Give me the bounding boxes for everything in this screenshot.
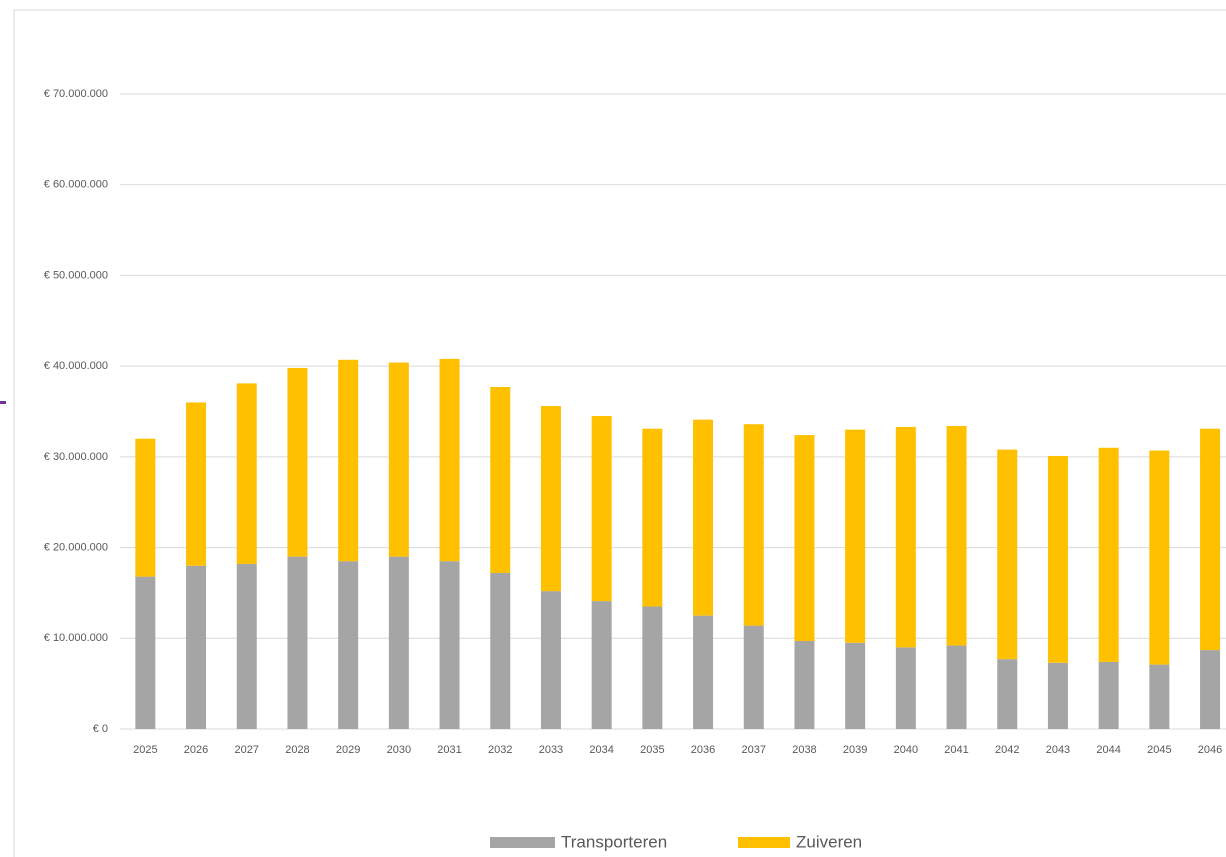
bar-segment bbox=[287, 367, 308, 557]
y-tick-label: € 10.000.000 bbox=[44, 632, 108, 644]
x-tick-label: 2027 bbox=[235, 744, 259, 756]
bar-segment bbox=[490, 572, 511, 729]
bar-segment bbox=[338, 561, 359, 729]
bar-segment bbox=[135, 576, 156, 729]
y-tick-label: € 50.000.000 bbox=[44, 269, 108, 281]
bar-segment bbox=[186, 565, 207, 729]
bar-segment bbox=[1098, 661, 1119, 729]
bar-segment bbox=[642, 606, 663, 729]
x-tick-label: 2044 bbox=[1096, 744, 1120, 756]
x-tick-label: 2036 bbox=[691, 744, 715, 756]
y-tick-label: € 70.000.000 bbox=[44, 88, 108, 100]
x-tick-label: 2030 bbox=[387, 744, 411, 756]
bar-segment bbox=[946, 645, 967, 729]
bar-segment bbox=[895, 426, 916, 648]
bar-segment bbox=[135, 438, 156, 577]
bar-segment bbox=[794, 641, 815, 729]
x-tick-label: 2043 bbox=[1046, 744, 1070, 756]
bar-segment bbox=[388, 556, 409, 729]
y-tick-label: € 40.000.000 bbox=[44, 360, 108, 372]
bar-segment bbox=[895, 647, 916, 729]
bar-segment bbox=[693, 615, 714, 729]
bar-segment bbox=[236, 563, 257, 729]
legend-label: Zuiveren bbox=[796, 832, 862, 851]
bar-segment bbox=[794, 435, 815, 642]
legend-label: Transporteren bbox=[561, 832, 667, 851]
legend-swatch bbox=[490, 837, 555, 848]
y-tick-label: € 20.000.000 bbox=[44, 541, 108, 553]
bar-segment bbox=[490, 387, 511, 573]
legend-swatch bbox=[738, 837, 790, 848]
bar-segment bbox=[1047, 662, 1068, 729]
bar-segment bbox=[186, 402, 207, 566]
bar-segment bbox=[540, 591, 561, 729]
bar-segment bbox=[845, 429, 866, 643]
bar-segment bbox=[743, 424, 764, 626]
bar-segment bbox=[591, 416, 612, 602]
bar-segment bbox=[1200, 428, 1221, 651]
x-tick-label: 2026 bbox=[184, 744, 208, 756]
bar-segment bbox=[946, 426, 967, 646]
y-tick-label: € 0 bbox=[93, 723, 108, 735]
x-tick-label: 2031 bbox=[437, 744, 461, 756]
bar-segment bbox=[439, 561, 460, 729]
bar-segment bbox=[591, 601, 612, 729]
bar-segment bbox=[1149, 450, 1170, 665]
bar-segment bbox=[1047, 455, 1068, 663]
bar-segment bbox=[287, 556, 308, 729]
x-tick-label: 2034 bbox=[589, 744, 613, 756]
x-tick-label: 2032 bbox=[488, 744, 512, 756]
x-tick-label: 2029 bbox=[336, 744, 360, 756]
x-tick-label: 2045 bbox=[1147, 744, 1171, 756]
bar-segment bbox=[439, 358, 460, 562]
bar-segment bbox=[743, 625, 764, 729]
x-tick-label: 2037 bbox=[742, 744, 766, 756]
x-tick-label: 2038 bbox=[792, 744, 816, 756]
x-tick-label: 2042 bbox=[995, 744, 1019, 756]
x-tick-label: 2028 bbox=[285, 744, 309, 756]
bar-segment bbox=[845, 642, 866, 729]
bar-segment bbox=[642, 428, 663, 607]
y-tick-label: € 60.000.000 bbox=[44, 179, 108, 191]
y-tick-label: € 30.000.000 bbox=[44, 451, 108, 463]
bar-segment bbox=[540, 406, 561, 592]
bar-segment bbox=[1149, 664, 1170, 729]
x-tick-label: 2025 bbox=[133, 744, 157, 756]
bar-segment bbox=[338, 359, 359, 562]
x-tick-label: 2035 bbox=[640, 744, 664, 756]
bar-segment bbox=[388, 362, 409, 557]
x-tick-label: 2033 bbox=[539, 744, 563, 756]
x-tick-label: 2040 bbox=[894, 744, 918, 756]
artifact bbox=[0, 401, 6, 404]
bar-segment bbox=[1098, 447, 1119, 662]
x-tick-label: 2039 bbox=[843, 744, 867, 756]
bar-segment bbox=[1200, 650, 1221, 729]
bar-segment bbox=[997, 659, 1018, 729]
bar-segment bbox=[236, 383, 257, 564]
bar-segment bbox=[997, 449, 1018, 660]
x-tick-label: 2046 bbox=[1198, 744, 1222, 756]
x-tick-label: 2041 bbox=[944, 744, 968, 756]
bar-segment bbox=[693, 419, 714, 616]
